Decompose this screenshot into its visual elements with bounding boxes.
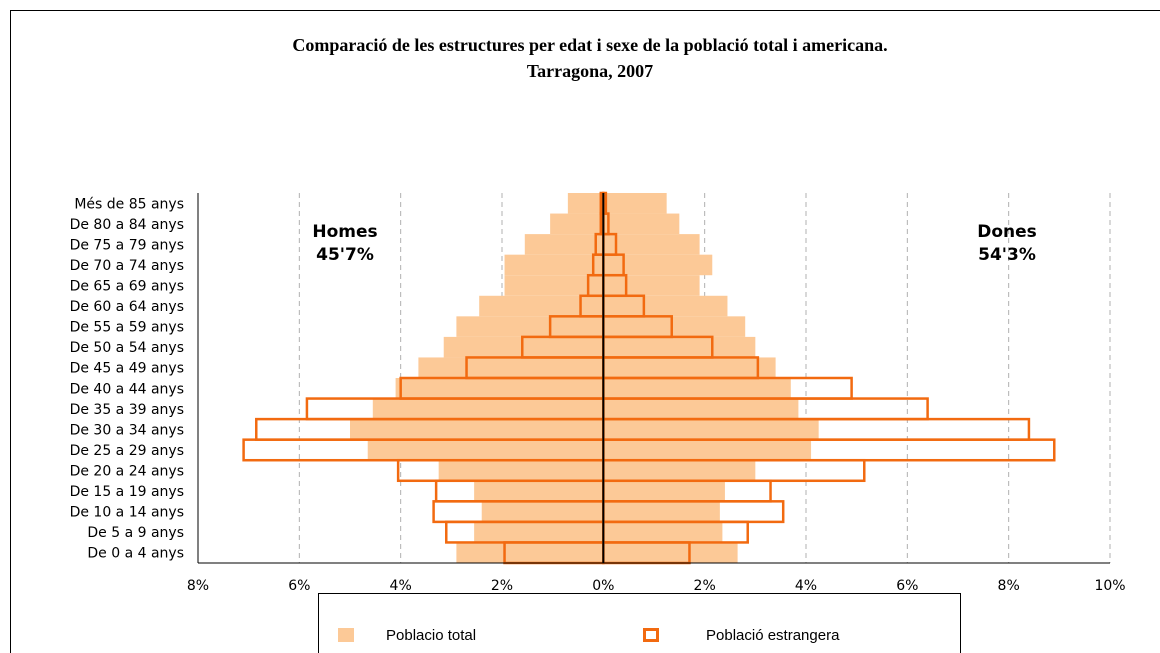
y-tick-label: De 50 a 54 anys (70, 340, 184, 356)
x-tick-label: 4% (795, 578, 817, 594)
bar (603, 398, 799, 420)
bar (603, 254, 713, 276)
bar (603, 419, 819, 440)
bar (479, 295, 604, 317)
y-tick-label: De 0 a 4 anys (87, 546, 184, 562)
y-tick-label: De 55 a 59 anys (70, 320, 184, 336)
y-tick-label: De 10 a 14 anys (70, 505, 184, 521)
bar (367, 439, 604, 461)
bar (418, 357, 604, 378)
y-tick-label: De 15 a 19 anys (70, 484, 184, 500)
bar (603, 213, 680, 235)
y-tick-label: De 65 a 69 anys (70, 279, 184, 295)
chart-title: Comparació de les estructures per edat i… (292, 35, 887, 55)
annotation: Homes (312, 222, 377, 242)
annotation: 45'7% (316, 245, 374, 265)
y-tick-label: De 60 a 64 anys (70, 299, 184, 315)
bar (603, 460, 756, 481)
y-tick-label: De 70 a 74 anys (70, 258, 184, 274)
bar (443, 336, 604, 358)
bar (438, 460, 604, 481)
x-tick-label: 0% (592, 578, 614, 594)
x-tick-label: 2% (694, 578, 716, 594)
bar (603, 234, 700, 255)
y-tick-label: De 30 a 34 anys (70, 422, 184, 438)
x-tick-label: 6% (896, 578, 918, 594)
annotation: Dones (977, 222, 1037, 242)
bar (474, 521, 604, 543)
bar (603, 521, 723, 543)
bar (603, 480, 725, 502)
y-tick-label: De 80 a 84 anys (70, 217, 184, 233)
y-tick-label: De 20 a 24 anys (70, 464, 184, 480)
bar (524, 234, 604, 255)
y-tick-label: De 5 a 9 anys (87, 525, 184, 541)
legend-swatch (643, 628, 659, 642)
bar (603, 295, 728, 317)
chart-subtitle: Tarragona, 2007 (527, 61, 653, 81)
frame (10, 10, 1160, 653)
y-tick-label: De 25 a 29 anys (70, 443, 184, 459)
bar (550, 213, 604, 235)
bar (456, 542, 604, 563)
bar (603, 275, 700, 296)
y-tick-label: De 45 a 49 anys (70, 361, 184, 377)
y-tick-label: De 40 a 44 anys (70, 381, 184, 397)
bar (603, 501, 720, 522)
bar (603, 357, 776, 378)
bar (603, 439, 812, 461)
bar (395, 378, 604, 399)
bar (504, 254, 604, 276)
legend-label: Població estrangera (706, 627, 840, 644)
bar (474, 480, 604, 502)
legend-label: Poblacio total (386, 627, 476, 644)
x-tick-label: 10% (1094, 578, 1125, 594)
bar (603, 378, 791, 399)
x-tick-label: 8% (998, 578, 1020, 594)
bar (567, 193, 604, 214)
annotation: 54'3% (978, 245, 1036, 265)
y-tick-label: De 35 a 39 anys (70, 402, 184, 418)
x-tick-label: 2% (491, 578, 513, 594)
bar (603, 316, 746, 337)
legend-box (318, 593, 961, 653)
y-tick-label: Més de 85 anys (74, 196, 184, 212)
bar (603, 336, 756, 358)
bar (504, 275, 604, 296)
y-tick-label: De 75 a 79 anys (70, 237, 184, 253)
x-tick-label: 6% (288, 578, 310, 594)
bar (350, 419, 604, 440)
bar (603, 542, 738, 563)
x-tick-label: 8% (187, 578, 209, 594)
bar (481, 501, 604, 522)
bar (603, 193, 667, 214)
bar (456, 316, 604, 337)
legend-swatch (338, 628, 354, 642)
bar (372, 398, 604, 420)
x-tick-label: 4% (390, 578, 412, 594)
